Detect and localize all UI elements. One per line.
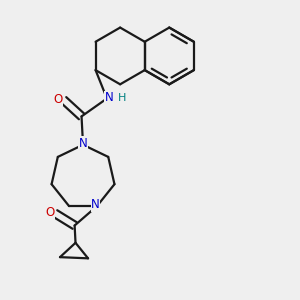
Text: H: H (118, 93, 126, 103)
Text: O: O (45, 206, 55, 219)
Text: N: N (79, 137, 87, 150)
Text: N: N (91, 198, 100, 211)
Text: O: O (54, 93, 63, 106)
Text: N: N (105, 91, 114, 104)
